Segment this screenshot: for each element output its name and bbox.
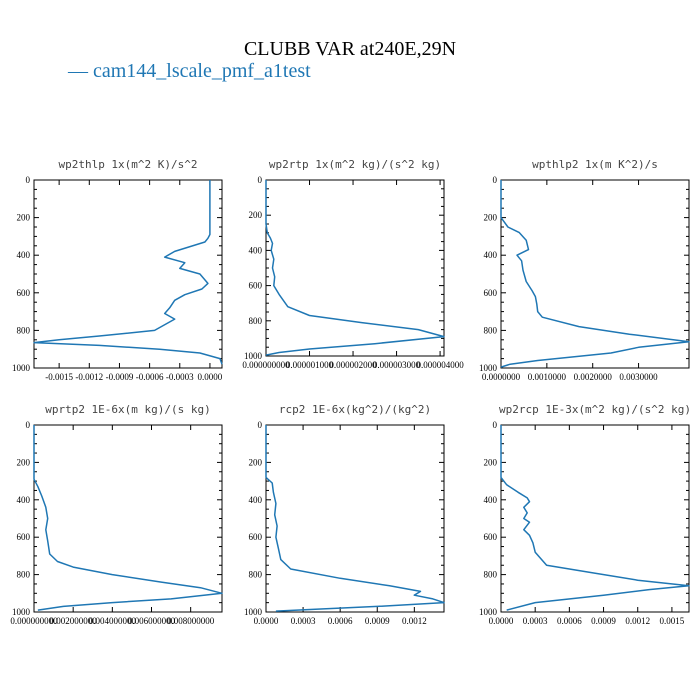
y-tick-label: 800 <box>249 570 263 580</box>
y-tick-label: 400 <box>249 245 263 255</box>
series-line <box>500 425 690 611</box>
y-tick-label: 200 <box>17 213 31 223</box>
x-tick-label: 0.0009 <box>591 616 616 626</box>
series-line <box>500 180 690 368</box>
x-tick-label: -0.0009 <box>106 372 134 382</box>
y-tick-label: 600 <box>249 532 263 542</box>
x-tick-label: 0.0006 <box>557 616 582 626</box>
x-tick-label: 0.000002000 <box>329 360 377 370</box>
x-tick-label: 0.004000000 <box>89 616 137 626</box>
y-tick-label: 1000 <box>244 351 263 361</box>
figure-title: CLUBB VAR at240E,29N <box>244 38 456 60</box>
y-tick-label: 600 <box>249 281 263 291</box>
x-tick-label: 0.000000000 <box>10 616 58 626</box>
x-tick-label: -0.0003 <box>166 372 194 382</box>
x-tick-label: 0.0000 <box>489 616 514 626</box>
x-tick-label: 0.0009 <box>365 616 390 626</box>
series-line <box>265 425 445 612</box>
plot-frame <box>33 424 223 613</box>
y-tick-label: 400 <box>17 495 31 505</box>
y-tick-label: 0 <box>493 420 498 430</box>
x-tick-label: 0.0006 <box>328 616 353 626</box>
legend-entry: — cam144_lscale_pmf_a1test <box>67 60 311 82</box>
y-tick-label: 800 <box>249 316 263 326</box>
y-tick-label: 600 <box>17 532 31 542</box>
y-tick-label: 800 <box>17 570 31 580</box>
y-tick-label: 600 <box>17 288 31 298</box>
x-tick-label: 0.0003 <box>291 616 316 626</box>
chart-panel-2: wp2rtp 1x(m^2 kg)/(s^2 kg) 0 200 400 600 800 1… <box>242 158 464 370</box>
panel-title: wp2rtp 1x(m^2 kg)/(s^2 kg) <box>269 158 441 171</box>
x-tick-label: 0.0012 <box>402 616 427 626</box>
x-tick-label: -0.0012 <box>75 372 103 382</box>
y-tick-label: 0 <box>258 175 263 185</box>
x-tick-label: -0.0015 <box>45 372 73 382</box>
x-tick-label: -0.0006 <box>136 372 164 382</box>
panel-title: wp2thlp 1x(m^2 K)/s^2 <box>58 158 197 171</box>
panel-title: rcp2 1E-6x(kg^2)/(kg^2) <box>279 403 431 416</box>
x-tick-label: 0.0000 <box>254 616 279 626</box>
y-tick-label: 200 <box>249 457 263 467</box>
chart-panels: wp2thlp 1x(m^2 K)/s^2 0 200 400 600 800 1000 -0… <box>10 158 691 626</box>
x-tick-label: 0.0003 <box>523 616 548 626</box>
chart-panel-1: wp2thlp 1x(m^2 K)/s^2 0 200 400 600 800 1000 -0… <box>12 158 223 382</box>
y-tick-label: 1000 <box>244 607 263 617</box>
y-tick-label: 600 <box>484 288 498 298</box>
plot-frame <box>500 179 690 369</box>
y-tick-label: 0 <box>26 175 31 185</box>
x-tick-label: 0.002000000 <box>50 616 98 626</box>
series-line <box>33 425 223 611</box>
x-tick-label: 0.0015 <box>660 616 685 626</box>
x-tick-label: 0.0000000 <box>482 372 521 382</box>
x-tick-label: 0.0000 <box>198 372 223 382</box>
chart-panel-3: wpthlp2 1x(m K^2)/s020040060080010000.00… <box>479 158 690 382</box>
y-tick-label: 400 <box>484 250 498 260</box>
plot-frame <box>265 424 445 613</box>
y-tick-label: 200 <box>17 457 31 467</box>
y-tick-label: 1000 <box>12 363 31 373</box>
legend: — cam144_lscale_pmf_a1test <box>67 60 311 82</box>
chart-panel-4: wprtp2 1E-6x(m kg)/(s kg) 0 200 400 600 800 10… <box>10 403 223 626</box>
panel-title: wp2rcp 1E-3x(m^2 kg)/(s^2 kg) <box>499 403 691 416</box>
x-tick-label: 0.008000000 <box>167 616 215 626</box>
x-tick-label: 0.0010000 <box>528 372 567 382</box>
y-tick-label: 1000 <box>479 607 498 617</box>
y-tick-label: 800 <box>17 325 31 335</box>
y-tick-label: 0 <box>26 420 31 430</box>
x-tick-label: 0.0012 <box>625 616 650 626</box>
x-tick-label: 0.0030000 <box>619 372 658 382</box>
y-tick-label: 800 <box>484 325 498 335</box>
y-tick-label: 600 <box>484 532 498 542</box>
x-tick-label: 0.006000000 <box>128 616 176 626</box>
y-tick-label: 400 <box>17 250 31 260</box>
x-tick-label: 0.000000000 <box>242 360 290 370</box>
y-tick-label: 200 <box>484 457 498 467</box>
y-tick-label: 400 <box>249 495 263 505</box>
x-tick-label: 0.000003000 <box>373 360 421 370</box>
x-tick-label: 0.000004000 <box>416 360 464 370</box>
y-tick-label: 800 <box>484 570 498 580</box>
series-line <box>33 180 223 365</box>
y-tick-label: 200 <box>249 210 263 220</box>
chart-panel-6: wp2rcp 1E-3x(m^2 kg)/(s^2 kg)0 200 400 600 8… <box>479 403 691 626</box>
x-tick-label: 0.0020000 <box>574 372 613 382</box>
y-tick-label: 0 <box>258 420 263 430</box>
y-tick-label: 0 <box>493 175 498 185</box>
plot-frame <box>500 424 690 613</box>
panel-title: wpthlp2 1x(m K^2)/s <box>532 158 658 171</box>
y-tick-label: 1000 <box>479 363 498 373</box>
y-tick-label: 400 <box>484 495 498 505</box>
panel-title: wprtp2 1E-6x(m kg)/(s kg) <box>45 403 211 416</box>
series-line <box>265 180 445 356</box>
x-tick-label: 0.000001000 <box>286 360 334 370</box>
y-tick-label: 200 <box>484 213 498 223</box>
y-tick-label: 1000 <box>12 607 31 617</box>
chart-panel-5: rcp2 1E-6x(kg^2)/(kg^2) 0 200 400 600 800 1000… <box>244 403 445 626</box>
